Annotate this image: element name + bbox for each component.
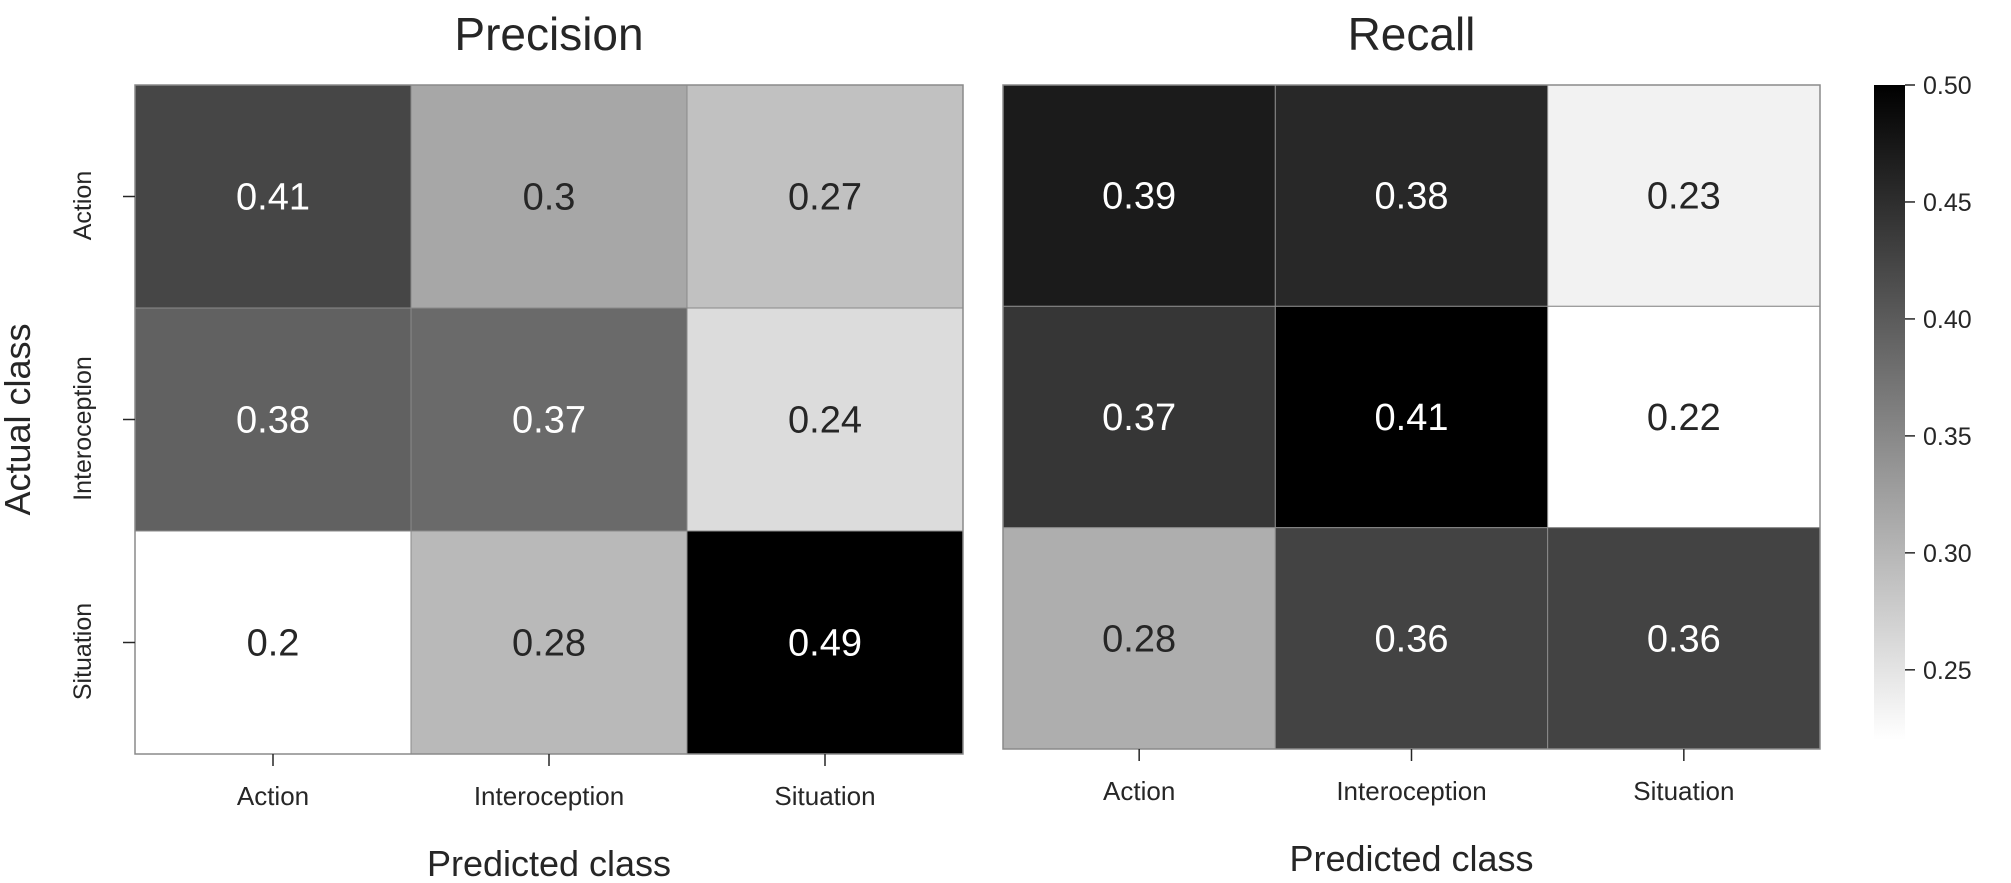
precision-x-axis-label: Predicted class — [427, 843, 671, 883]
y-axis-label: Actual class — [0, 323, 38, 515]
y-tick-label-interoception: Interoception — [69, 356, 97, 501]
colorbar-tick-label: 0.45 — [1923, 189, 1972, 217]
precision-cell-label: 0.27 — [788, 177, 862, 219]
precision-x-tick-label-interoception: Interoception — [474, 781, 624, 811]
recall-x-tick-label-situation: Situation — [1633, 776, 1734, 806]
recall-heatmap-cell-situation-situation — [1547, 527, 1821, 750]
colorbar-tick-label: 0.50 — [1923, 72, 1972, 100]
recall-x-tick-label-action: Action — [1103, 776, 1175, 806]
recall-cell-label: 0.28 — [1102, 618, 1176, 660]
recall-cell-label: 0.22 — [1647, 397, 1721, 439]
precision-heatmap-cell-interoception-action — [134, 307, 412, 532]
recall-panel-title: Recall — [1348, 8, 1476, 60]
colorbar-tick-label: 0.30 — [1923, 540, 1972, 568]
recall-heatmap-cell-interoception-action — [1002, 305, 1276, 529]
colorbar-ticks — [1905, 84, 1915, 671]
recall-heatmap-cell-action-situation — [1547, 84, 1821, 307]
precision-x-tick-label-action: Action — [237, 781, 309, 811]
precision-panel-title: Precision — [454, 8, 643, 60]
precision-cell-label: 0.38 — [236, 400, 310, 442]
precision-heatmap-cell-situation-action — [134, 530, 412, 755]
recall-cell-label: 0.39 — [1102, 176, 1176, 218]
recall-x-axis-label: Predicted class — [1289, 838, 1533, 879]
colorbar-tick-label: 0.25 — [1923, 657, 1972, 685]
axis-ticks — [123, 195, 1685, 766]
precision-cell-label: 0.3 — [523, 177, 576, 219]
recall-heatmap-cell-interoception-situation — [1547, 305, 1821, 529]
precision-heatmap-cell-interoception-situation — [686, 307, 964, 532]
precision-heatmap-cell-action-interoception — [410, 84, 688, 309]
precision-cell-label: 0.24 — [788, 400, 862, 442]
recall-cell-label: 0.23 — [1647, 176, 1721, 218]
recall-heatmap-cell-interoception-interoception — [1274, 305, 1549, 529]
precision-cell-label: 0.2 — [247, 623, 300, 665]
recall-cell-label: 0.41 — [1375, 397, 1449, 439]
heatmap-cells — [134, 84, 1821, 755]
precision-heatmap-cell-situation-interoception — [410, 530, 688, 755]
y-tick-label-situation: Situation — [69, 603, 97, 700]
recall-x-tick-label-interoception: Interoception — [1336, 776, 1486, 806]
precision-cell-label: 0.49 — [788, 623, 862, 665]
y-tick-label-action: Action — [69, 171, 97, 240]
recall-cell-label: 0.36 — [1375, 618, 1449, 660]
colorbar-tick-label: 0.35 — [1923, 423, 1972, 451]
precision-heatmap-cell-interoception-interoception — [410, 307, 688, 532]
precision-cell-label: 0.28 — [512, 623, 586, 665]
recall-cell-label: 0.36 — [1647, 618, 1721, 660]
recall-cell-label: 0.38 — [1375, 176, 1449, 218]
precision-cell-label: 0.37 — [512, 400, 586, 442]
precision-cell-label: 0.41 — [236, 177, 310, 219]
colorbar-tick-label: 0.40 — [1923, 306, 1972, 334]
recall-heatmap-cell-action-action — [1002, 84, 1276, 307]
recall-cell-label: 0.37 — [1102, 397, 1176, 439]
precision-heatmap-cell-action-action — [134, 84, 412, 309]
precision-x-tick-label-situation: Situation — [774, 781, 875, 811]
colorbar — [1874, 85, 1905, 740]
recall-heatmap-cell-situation-interoception — [1274, 527, 1549, 750]
